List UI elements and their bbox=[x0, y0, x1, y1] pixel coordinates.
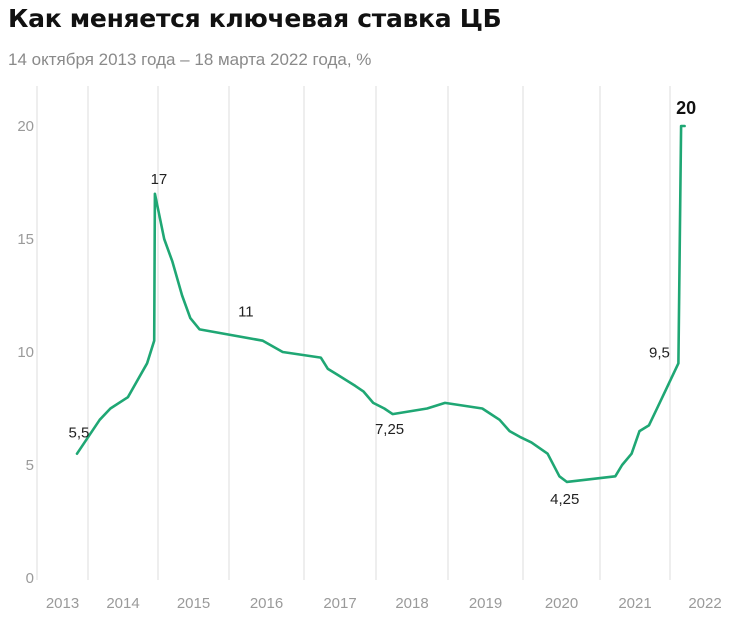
x-tick-label: 2020 bbox=[545, 595, 578, 612]
annotation-label: 7,25 bbox=[375, 421, 404, 438]
annotation-label: 20 bbox=[676, 98, 696, 118]
x-axis-ticks: 2013 2014 2015 2016 2017 2018 2019 2020 2021 2022 bbox=[46, 595, 722, 612]
x-tick-label: 2019 bbox=[469, 595, 502, 612]
x-tick-label: 2013 bbox=[46, 595, 79, 612]
x-tick-label: 2022 bbox=[688, 595, 721, 612]
y-tick-label: 0 bbox=[26, 570, 34, 587]
x-tick-label: 2015 bbox=[177, 595, 210, 612]
annotation-label: 5,5 bbox=[69, 425, 90, 442]
y-tick-label: 20 bbox=[17, 118, 34, 135]
x-tick-label: 2017 bbox=[323, 595, 356, 612]
x-tick-label: 2018 bbox=[395, 595, 428, 612]
annotation-label: 4,25 bbox=[550, 491, 579, 508]
series-line-0 bbox=[75, 124, 686, 484]
x-tick-label: 2014 bbox=[106, 595, 139, 612]
annotation-label: 11 bbox=[238, 303, 254, 320]
y-tick-label: 15 bbox=[17, 231, 34, 248]
grid-lines bbox=[36, 86, 671, 580]
annotation-label: 9,5 bbox=[649, 344, 670, 361]
x-tick-label: 2016 bbox=[250, 595, 283, 612]
series-layer bbox=[75, 124, 686, 484]
y-tick-label: 5 bbox=[26, 457, 34, 474]
chart-title: Как меняется ключевая ставка ЦБ bbox=[8, 4, 502, 33]
y-tick-label: 10 bbox=[17, 344, 34, 361]
y-axis-ticks: 0 5 10 15 20 bbox=[17, 118, 34, 587]
annotation-label: 17 bbox=[151, 171, 168, 188]
x-tick-label: 2021 bbox=[618, 595, 651, 612]
annotation-layer: 5,5 17 11 7,25 4,25 9,5 20 bbox=[69, 98, 697, 508]
chart-subtitle: 14 октября 2013 года – 18 марта 2022 год… bbox=[8, 50, 372, 69]
